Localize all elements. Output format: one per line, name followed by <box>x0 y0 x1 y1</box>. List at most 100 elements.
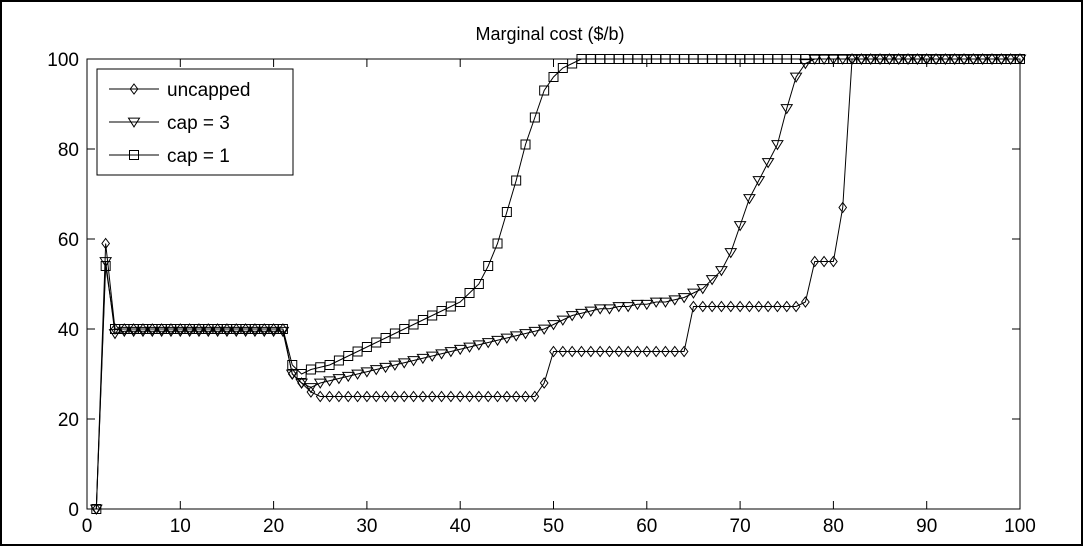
data-point <box>388 360 402 371</box>
data-point <box>483 261 494 271</box>
data-point <box>446 390 456 403</box>
x-tick-label: 30 <box>356 516 377 537</box>
data-point <box>502 390 512 403</box>
data-point <box>826 54 840 65</box>
data-point <box>529 112 540 123</box>
legend-entry: cap = 3 <box>109 113 230 134</box>
data-point <box>575 308 588 320</box>
data-point <box>267 326 281 338</box>
data-point <box>306 386 316 398</box>
data-point <box>780 104 794 115</box>
data-point <box>211 326 225 338</box>
data-point <box>829 255 838 268</box>
legend-marker <box>127 117 141 128</box>
data-point <box>276 326 290 338</box>
data-point <box>567 345 577 358</box>
data-point <box>670 345 680 358</box>
legend: uncapped cap = 3 cap = 1 <box>96 68 294 176</box>
data-point <box>689 300 698 313</box>
data-point <box>605 345 614 358</box>
data-point <box>558 345 568 358</box>
data-point <box>733 221 747 232</box>
data-point <box>687 288 700 299</box>
y-tick-label: 80 <box>58 140 79 161</box>
data-point <box>511 390 521 403</box>
data-point <box>287 360 298 370</box>
data-point <box>586 345 596 358</box>
data-point <box>603 304 616 315</box>
data-point <box>492 238 503 249</box>
data-point <box>547 320 560 331</box>
data-point <box>437 390 446 403</box>
data-point <box>520 139 531 150</box>
data-point <box>724 248 738 259</box>
data-point <box>717 300 726 313</box>
data-point <box>521 390 530 403</box>
data-point <box>661 345 670 358</box>
data-point <box>493 390 502 403</box>
data-point <box>1004 54 1018 65</box>
data-point <box>473 279 484 289</box>
data-point <box>1015 54 1025 64</box>
data-point <box>323 376 336 387</box>
x-tick-label: 10 <box>170 516 191 537</box>
data-point <box>726 300 736 313</box>
data-point <box>763 300 773 313</box>
data-point <box>444 347 458 358</box>
data-point <box>313 378 327 389</box>
data-point <box>455 390 465 403</box>
data-point <box>614 345 624 358</box>
data-point <box>782 300 792 313</box>
data-point <box>845 54 859 65</box>
data-point <box>743 194 756 205</box>
axis-ticks: 0 10 20 30 40 50 60 70 80 90 100 0 20 40 60 80 100 <box>47 50 1036 537</box>
data-point <box>668 295 682 306</box>
data-point <box>882 54 896 65</box>
data-point <box>735 300 745 313</box>
data-point <box>463 342 476 353</box>
data-point <box>761 158 775 169</box>
data-point <box>715 266 728 277</box>
data-point <box>501 207 512 217</box>
y-tick-label: 100 <box>47 50 79 71</box>
data-point <box>390 390 400 403</box>
data-point <box>539 85 550 96</box>
data-point <box>621 302 635 313</box>
data-point <box>239 326 253 338</box>
data-point <box>464 288 475 298</box>
data-point <box>173 326 187 338</box>
data-point <box>976 54 990 65</box>
data-point <box>584 306 598 317</box>
data-point <box>854 54 868 65</box>
data-point <box>427 390 437 403</box>
chart-title: Marginal cost ($/b) <box>475 24 624 44</box>
data-point <box>791 300 801 313</box>
data-point <box>474 390 484 403</box>
data-point <box>696 284 710 295</box>
data-point <box>677 293 691 304</box>
x-tick-label: 50 <box>543 516 564 537</box>
legend-label: cap = 1 <box>167 146 230 167</box>
data-point <box>481 338 495 349</box>
data-point <box>277 324 288 334</box>
legend-label: cap = 3 <box>167 113 230 134</box>
x-tick-label: 0 <box>82 516 93 537</box>
data-point <box>183 326 197 338</box>
x-tick-label: 90 <box>916 516 937 537</box>
data-point <box>511 175 522 186</box>
x-tick-label: 20 <box>263 516 284 537</box>
legend-marker <box>129 83 139 95</box>
data-point <box>192 326 206 338</box>
data-point <box>549 345 558 358</box>
data-point <box>155 326 169 338</box>
data-point <box>819 255 829 268</box>
data-point <box>593 304 607 315</box>
data-point <box>836 54 850 65</box>
data-point <box>745 300 754 313</box>
data-point <box>91 504 102 514</box>
data-point <box>1013 54 1027 65</box>
data-point <box>117 326 131 338</box>
data-point <box>864 54 878 65</box>
data-point <box>651 345 661 358</box>
